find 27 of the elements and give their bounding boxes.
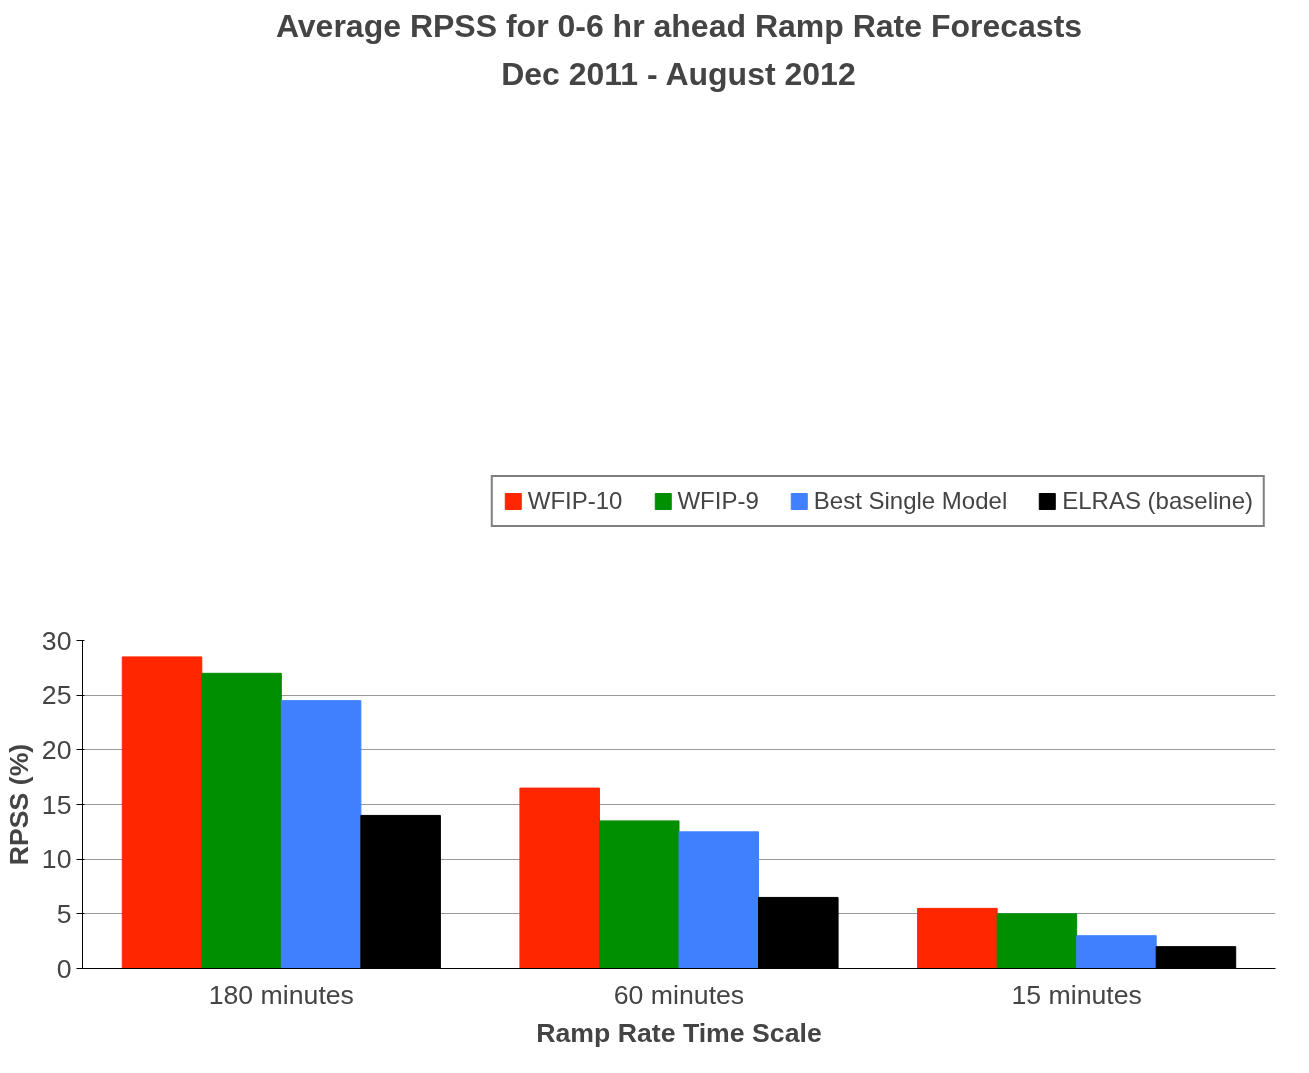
x-axis-title: Ramp Rate Time Scale — [536, 1017, 822, 1048]
x-tick-label: 180 minutes — [208, 979, 354, 1010]
y-axis-title: RPSS (%) — [3, 743, 34, 866]
y-tick-label: 20 — [41, 734, 72, 765]
y-tick-label: 15 — [41, 789, 72, 820]
x-tick-label: 60 minutes — [613, 979, 745, 1010]
bar — [996, 913, 1078, 969]
chart-subtitle: Dec 2011 - August 2012 — [501, 55, 856, 92]
bar — [1076, 935, 1157, 969]
bar — [121, 656, 203, 969]
legend-label: Best Single Model — [813, 487, 1008, 515]
bar — [678, 831, 760, 969]
y-tick-label: 5 — [56, 898, 72, 929]
bar — [201, 672, 282, 969]
y-tick-label: 25 — [41, 680, 72, 711]
bar — [280, 700, 362, 969]
y-tick-label: 10 — [41, 844, 72, 875]
bar — [519, 787, 600, 969]
legend-label: ELRAS (baseline) — [1062, 487, 1253, 515]
chart-title: Average RPSS for 0-6 hr ahead Ramp Rate Forecasts — [275, 7, 1083, 44]
bar — [598, 820, 680, 969]
y-tick-label: 0 — [56, 953, 72, 984]
bar — [917, 907, 998, 969]
x-tick-label: 15 minutes — [1011, 979, 1142, 1010]
y-tick-label: 30 — [41, 625, 72, 656]
legend-label: WFIP-9 — [677, 487, 759, 515]
legend-label: WFIP-10 — [527, 487, 623, 515]
